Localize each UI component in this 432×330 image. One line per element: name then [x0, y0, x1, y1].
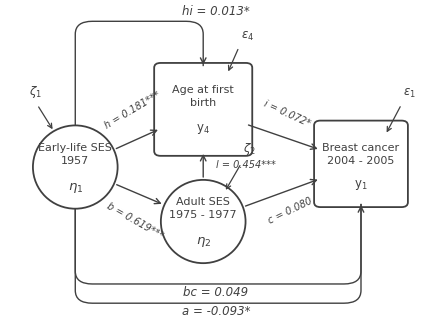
Text: l = 0.454***: l = 0.454*** — [216, 160, 276, 171]
Text: $\eta_2$: $\eta_2$ — [196, 235, 211, 249]
Text: $\eta_1$: $\eta_1$ — [67, 181, 83, 195]
Text: hi = 0.013*: hi = 0.013* — [182, 5, 250, 18]
Text: i = 0.072*: i = 0.072* — [263, 99, 312, 129]
Text: y$_1$: y$_1$ — [354, 178, 368, 192]
Text: b = 0.619***: b = 0.619*** — [105, 201, 165, 241]
Text: c = 0.080: c = 0.080 — [267, 196, 314, 226]
Text: y$_4$: y$_4$ — [196, 122, 210, 136]
Text: $\varepsilon_1$: $\varepsilon_1$ — [403, 87, 416, 100]
Text: Early-life SES
1957: Early-life SES 1957 — [38, 143, 112, 166]
Text: $\zeta_1$: $\zeta_1$ — [29, 84, 41, 100]
Text: Age at first
birth: Age at first birth — [172, 85, 234, 108]
Text: bc = 0.049: bc = 0.049 — [184, 285, 248, 299]
Text: Adult SES
1975 - 1977: Adult SES 1975 - 1977 — [169, 197, 237, 220]
Text: a = -0.093*: a = -0.093* — [182, 305, 250, 318]
Text: $\varepsilon_4$: $\varepsilon_4$ — [241, 30, 254, 43]
Text: Breast cancer
2004 - 2005: Breast cancer 2004 - 2005 — [322, 143, 400, 166]
Text: $\zeta_2$: $\zeta_2$ — [244, 141, 256, 157]
Text: h = 0.181***: h = 0.181*** — [103, 90, 162, 131]
